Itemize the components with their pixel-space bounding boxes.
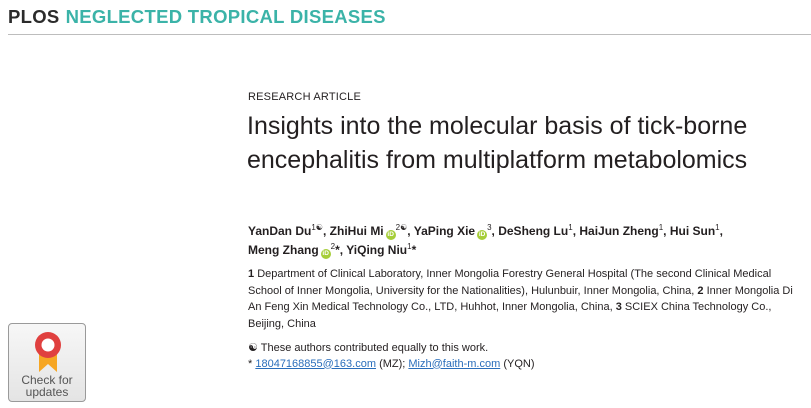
affiliation-text: Department of Clinical Laboratory, Inner…	[248, 268, 772, 297]
journal-header: PLOS NEGLECTED TROPICAL DISEASES	[8, 6, 386, 28]
bookmark-ribbon-icon	[35, 332, 61, 372]
author-name: YiQing Niu1*	[346, 242, 417, 258]
affiliations: 1 Department of Clinical Laboratory, Inn…	[248, 266, 801, 332]
author-name: Meng Zhang iD2*,	[248, 242, 347, 259]
author-name: YaPing Xie iD3,	[413, 223, 499, 240]
email-link-yqn[interactable]: Mizh@faith-m.com	[408, 357, 501, 370]
journal-name: NEGLECTED TROPICAL DISEASES	[65, 6, 386, 27]
plos-logo: PLOS	[8, 6, 60, 27]
equal-contribution-note: ☯ These authors contributed equally to t…	[248, 342, 489, 354]
badge-label-line1: Check for	[21, 373, 73, 387]
badge-label-line2: updates	[25, 385, 69, 399]
email-link-mz[interactable]: 18047168855@163.com	[255, 357, 376, 370]
author-name: HaiJun Zheng1,	[579, 223, 670, 239]
header-divider	[8, 34, 811, 35]
equal-contribution-icon: ☯	[248, 342, 258, 354]
correspondence-note: * 18047168855@163.com (MZ); Mizh@faith-m…	[248, 357, 535, 370]
orcid-icon[interactable]: iD	[320, 249, 331, 259]
author-list: YanDan Du1☯, ZhiHui Mi iD2☯, YaPing Xie iD…	[248, 222, 793, 260]
affiliation-text: SCIEX China Technology Co., Beijing, Chi…	[248, 301, 772, 330]
affiliation-text: Inner Mongolia Di An Feng Xin Medical Te…	[248, 284, 793, 314]
author-name: Hui Sun1,	[669, 223, 723, 239]
affiliation-number: 2	[697, 284, 704, 297]
author-notes: ☯ These authors contributed equally to t…	[248, 341, 793, 372]
orcid-icon[interactable]: iD	[385, 230, 396, 240]
author-name: YanDan Du1☯,	[248, 223, 330, 239]
affiliation-number: 1	[248, 268, 255, 280]
article-type: RESEARCH ARTICLE	[248, 91, 362, 103]
article-title: Insights into the molecular basis of tic…	[247, 112, 748, 174]
author-name: ZhiHui Mi iD2☯,	[329, 223, 414, 240]
affiliation-number: 3	[615, 301, 622, 313]
author-name: DeSheng Lu1,	[498, 223, 580, 239]
check-for-updates-badge[interactable]: Check for updates	[8, 323, 86, 402]
orcid-icon[interactable]: iD	[477, 230, 488, 240]
